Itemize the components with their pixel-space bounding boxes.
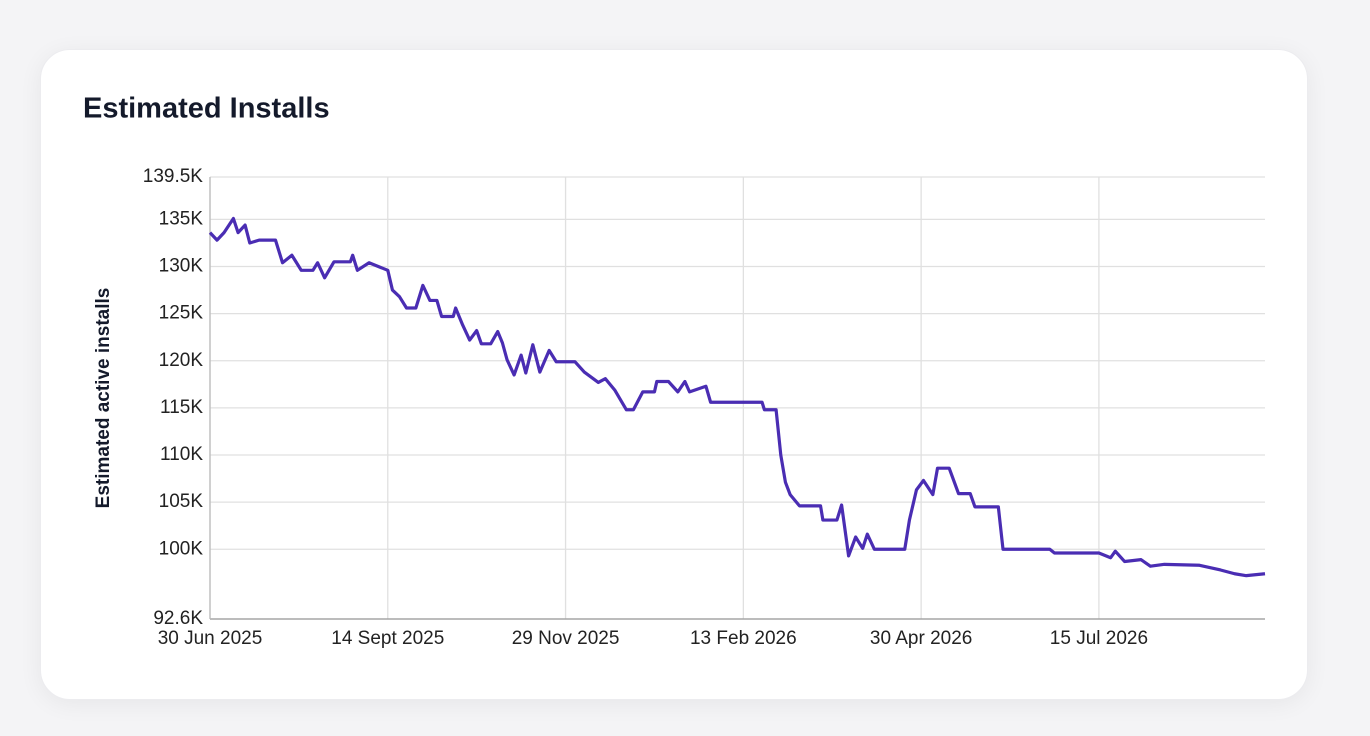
x-tick-label: 30 Jun 2025 <box>158 628 263 649</box>
chart-title: Estimated Installs <box>83 93 330 125</box>
x-tick-label: 14 Sept 2025 <box>331 628 444 649</box>
y-axis-label: Estimated active installs <box>93 288 114 509</box>
y-tick-label: 115K <box>160 397 203 418</box>
x-tick-label: 13 Feb 2026 <box>690 628 797 649</box>
y-tick-label: 92.6K <box>153 608 203 629</box>
x-tick-label: 15 Jul 2026 <box>1050 628 1148 649</box>
x-tick-label: 30 Apr 2026 <box>870 628 972 649</box>
y-tick-label: 110K <box>160 444 203 465</box>
x-tick-label: 29 Nov 2025 <box>512 628 620 649</box>
y-tick-label: 130K <box>159 256 204 277</box>
y-tick-label: 125K <box>159 303 204 324</box>
y-tick-label: 135K <box>159 208 204 229</box>
y-tick-label: 120K <box>159 350 204 371</box>
y-tick-label: 100K <box>159 538 204 559</box>
y-tick-label: 139.5K <box>143 166 204 187</box>
line-series <box>208 216 1266 578</box>
card <box>40 49 1308 700</box>
y-tick-label: 105K <box>159 491 204 512</box>
